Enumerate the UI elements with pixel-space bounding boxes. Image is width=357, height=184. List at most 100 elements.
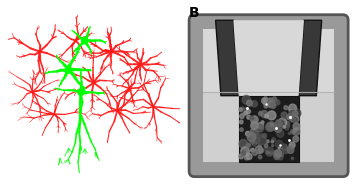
Circle shape xyxy=(256,124,263,132)
Circle shape xyxy=(289,110,297,118)
Circle shape xyxy=(287,147,294,153)
Circle shape xyxy=(266,140,269,143)
Circle shape xyxy=(280,120,282,123)
Circle shape xyxy=(263,97,267,101)
Circle shape xyxy=(254,137,260,144)
Circle shape xyxy=(275,102,278,105)
Circle shape xyxy=(292,109,301,118)
Circle shape xyxy=(278,118,287,127)
Circle shape xyxy=(242,111,247,116)
Circle shape xyxy=(272,145,274,147)
Circle shape xyxy=(275,100,280,105)
Circle shape xyxy=(246,109,251,114)
Circle shape xyxy=(275,151,279,156)
Circle shape xyxy=(278,147,280,149)
Circle shape xyxy=(293,123,300,130)
Circle shape xyxy=(239,108,242,111)
Bar xyxy=(203,29,334,92)
Circle shape xyxy=(264,147,268,151)
Circle shape xyxy=(240,114,244,118)
Circle shape xyxy=(267,122,276,131)
Circle shape xyxy=(287,125,290,128)
Circle shape xyxy=(258,112,262,116)
Circle shape xyxy=(293,128,300,135)
Circle shape xyxy=(251,116,258,124)
Circle shape xyxy=(251,132,260,141)
Circle shape xyxy=(292,117,297,122)
Circle shape xyxy=(251,101,257,107)
Circle shape xyxy=(291,130,295,134)
Polygon shape xyxy=(299,20,322,96)
Circle shape xyxy=(251,122,257,130)
Circle shape xyxy=(258,155,262,159)
Circle shape xyxy=(288,144,294,151)
Circle shape xyxy=(271,140,273,143)
Circle shape xyxy=(275,120,282,127)
Circle shape xyxy=(291,157,293,160)
Circle shape xyxy=(241,107,244,110)
Circle shape xyxy=(65,67,72,73)
Circle shape xyxy=(293,118,296,120)
Circle shape xyxy=(283,126,286,128)
Circle shape xyxy=(253,144,256,146)
Circle shape xyxy=(278,151,284,157)
Circle shape xyxy=(283,148,289,153)
Circle shape xyxy=(288,132,291,135)
Polygon shape xyxy=(238,96,299,162)
Circle shape xyxy=(290,142,295,148)
Circle shape xyxy=(293,136,299,142)
Circle shape xyxy=(289,109,293,113)
Circle shape xyxy=(246,131,250,136)
Circle shape xyxy=(296,137,298,139)
Circle shape xyxy=(275,140,283,148)
Circle shape xyxy=(290,114,297,122)
Circle shape xyxy=(266,147,274,156)
Circle shape xyxy=(268,101,276,108)
Circle shape xyxy=(246,153,252,160)
Circle shape xyxy=(242,95,251,104)
Circle shape xyxy=(285,126,289,130)
Circle shape xyxy=(251,140,254,144)
Circle shape xyxy=(281,144,287,150)
Circle shape xyxy=(271,103,276,108)
Circle shape xyxy=(244,155,249,160)
Circle shape xyxy=(257,123,263,129)
Circle shape xyxy=(265,114,268,118)
Circle shape xyxy=(261,111,268,118)
Circle shape xyxy=(283,144,286,148)
Circle shape xyxy=(266,151,269,154)
Polygon shape xyxy=(233,20,304,96)
Circle shape xyxy=(250,139,253,143)
Circle shape xyxy=(291,118,294,121)
Circle shape xyxy=(255,146,263,154)
Circle shape xyxy=(263,101,267,105)
Circle shape xyxy=(277,120,284,127)
Circle shape xyxy=(78,89,84,95)
Circle shape xyxy=(287,113,293,120)
Circle shape xyxy=(262,98,267,103)
Circle shape xyxy=(294,116,299,122)
Circle shape xyxy=(287,115,291,119)
Circle shape xyxy=(241,147,249,156)
Circle shape xyxy=(246,143,250,147)
Circle shape xyxy=(264,144,268,147)
Circle shape xyxy=(274,153,280,160)
Circle shape xyxy=(251,148,254,152)
Circle shape xyxy=(277,130,284,137)
Circle shape xyxy=(293,111,298,116)
Circle shape xyxy=(247,132,256,141)
Circle shape xyxy=(258,148,263,153)
Circle shape xyxy=(248,144,251,147)
Circle shape xyxy=(281,112,287,118)
Circle shape xyxy=(265,123,273,131)
Text: B: B xyxy=(189,6,200,20)
Circle shape xyxy=(252,150,257,155)
Circle shape xyxy=(266,98,275,107)
Circle shape xyxy=(264,104,268,108)
Circle shape xyxy=(240,128,243,131)
Circle shape xyxy=(242,151,245,154)
Circle shape xyxy=(261,121,264,124)
Circle shape xyxy=(241,152,245,156)
Circle shape xyxy=(263,134,267,138)
Circle shape xyxy=(244,111,247,115)
